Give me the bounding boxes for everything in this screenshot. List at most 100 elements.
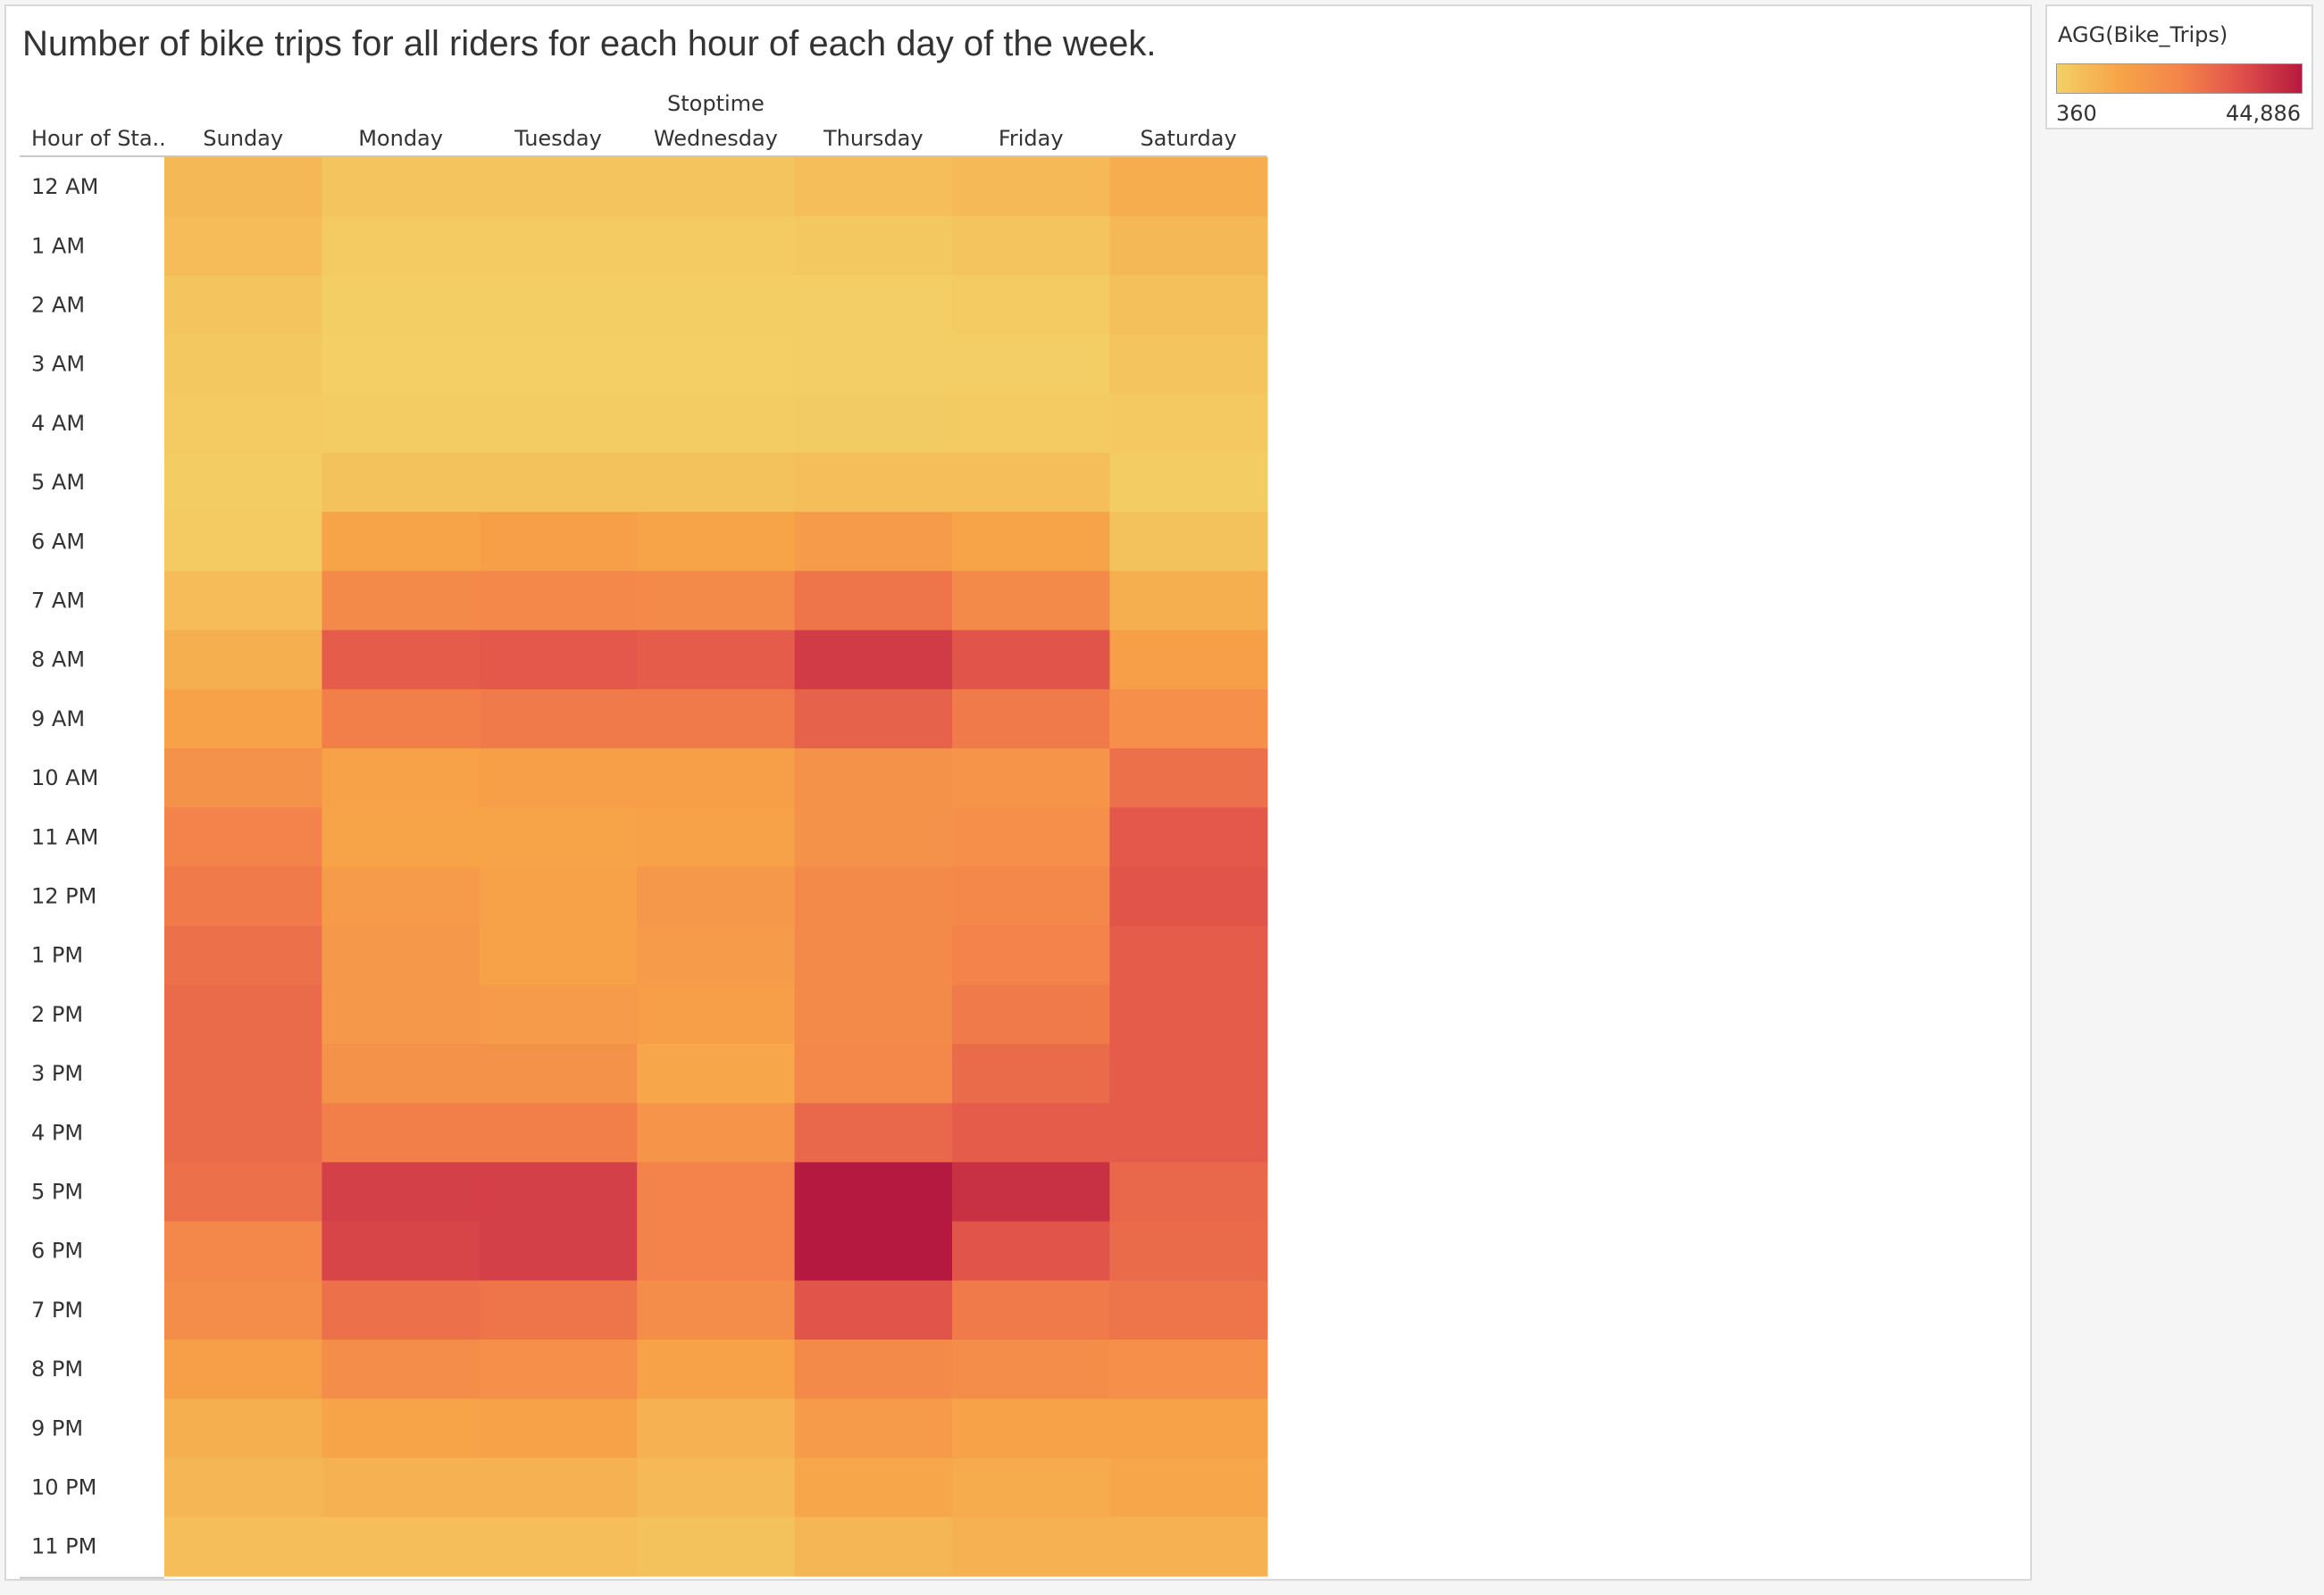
column-label-sunday: Sunday <box>203 126 283 151</box>
heatmap-cell <box>952 1221 1110 1282</box>
heatmap-cell <box>164 512 322 572</box>
heatmap-cell <box>1109 866 1268 927</box>
heatmap-cell <box>1109 1516 1268 1577</box>
heatmap-cell <box>164 157 322 217</box>
heatmap-cell <box>479 1516 638 1577</box>
heatmap-cell <box>164 453 322 513</box>
heatmap-cell <box>794 1457 953 1518</box>
heatmap-cell <box>164 571 322 631</box>
heatmap-cell <box>322 275 481 336</box>
heatmap-cell <box>1109 453 1268 513</box>
heatmap-cell <box>322 630 481 690</box>
heatmap-cell <box>164 1516 322 1577</box>
heatmap-cell <box>794 630 953 690</box>
heatmap-cell <box>794 1399 953 1458</box>
heatmap-cell <box>1109 925 1268 986</box>
heatmap-cell <box>322 689 481 749</box>
heatmap-cell <box>479 1340 638 1399</box>
heatmap-cell <box>952 1457 1110 1518</box>
legend-min-label: 360 <box>2056 101 2097 126</box>
heatmap-cell <box>322 925 481 986</box>
heatmap-cell <box>794 453 953 513</box>
heatmap-cell <box>479 1044 638 1104</box>
heatmap-cell <box>322 216 481 276</box>
heatmap-cell <box>164 748 322 808</box>
column-group-label: Stoptime <box>667 91 765 116</box>
heatmap-cell <box>1109 157 1268 217</box>
heatmap-cell <box>322 984 481 1045</box>
color-legend[interactable]: AGG(Bike_Trips) 360 44,886 <box>2045 4 2313 129</box>
heatmap-cell <box>952 157 1110 217</box>
heatmap-cell <box>164 984 322 1045</box>
row-label-8-pm: 8 PM <box>31 1357 83 1382</box>
row-label-3-am: 3 AM <box>31 352 85 377</box>
heatmap-cell <box>164 393 322 454</box>
row-label-9-am: 9 AM <box>31 706 85 731</box>
heatmap-cell <box>479 1399 638 1458</box>
heatmap-cell <box>479 571 638 631</box>
heatmap-cell <box>952 630 1110 690</box>
row-label-3-pm: 3 PM <box>31 1061 83 1086</box>
heatmap-cell <box>637 512 796 572</box>
heatmap-cell <box>479 1103 638 1163</box>
heatmap-cell <box>322 1516 481 1577</box>
heatmap-cell <box>1109 1044 1268 1104</box>
heatmap-cell <box>322 157 481 217</box>
heatmap-cell <box>322 1221 481 1282</box>
heatmap-cell <box>322 393 481 454</box>
heatmap-cell <box>794 1340 953 1399</box>
heatmap-cell <box>952 1162 1110 1223</box>
heatmap-cell <box>164 275 322 336</box>
heatmap-cell <box>1109 807 1268 867</box>
heatmap-cell <box>794 1221 953 1282</box>
legend-color-ramp <box>2056 63 2303 94</box>
heatmap-cell <box>479 157 638 217</box>
heatmap-cell <box>637 216 796 276</box>
row-label-2-am: 2 AM <box>31 293 85 318</box>
heatmap-cell <box>164 1162 322 1223</box>
row-label-7-pm: 7 PM <box>31 1298 83 1323</box>
heatmap-cell <box>164 866 322 927</box>
heatmap-cell <box>322 334 481 395</box>
heatmap-cell <box>952 512 1110 572</box>
heatmap-cell <box>637 1516 796 1577</box>
heatmap-cell <box>1109 1340 1268 1399</box>
heatmap-cell <box>952 334 1110 395</box>
row-label-12-am: 12 AM <box>31 174 98 199</box>
heatmap-cell <box>479 748 638 808</box>
heatmap-cell <box>637 1457 796 1518</box>
heatmap-cell <box>322 866 481 927</box>
heatmap-cell <box>1109 1280 1268 1340</box>
heatmap-cell <box>322 1280 481 1340</box>
heatmap-cell <box>1109 571 1268 631</box>
heatmap-cell <box>164 925 322 986</box>
heatmap-cell <box>1109 1221 1268 1282</box>
heatmap-cell <box>952 866 1110 927</box>
heatmap-cell <box>637 630 796 690</box>
heatmap-cell <box>637 807 796 867</box>
heatmap-cell <box>479 393 638 454</box>
heatmap-cell <box>637 1162 796 1223</box>
heatmap-cell <box>952 925 1110 986</box>
column-label-thursday: Thursday <box>823 126 924 151</box>
heatmap-cell <box>637 1280 796 1340</box>
heatmap-cell <box>952 984 1110 1045</box>
heatmap-cell <box>952 1044 1110 1104</box>
heatmap-cell <box>322 1457 481 1518</box>
heatmap-cell <box>794 1103 953 1163</box>
heatmap-cell <box>479 1162 638 1223</box>
heatmap-cell <box>952 1340 1110 1399</box>
row-header-label: Hour of Sta.. <box>31 126 166 151</box>
row-label-11-am: 11 AM <box>31 824 98 849</box>
heatmap-cell <box>164 1221 322 1282</box>
heatmap-cell <box>794 334 953 395</box>
heatmap-cell <box>952 748 1110 808</box>
heatmap-cell <box>322 807 481 867</box>
heatmap-cell <box>637 1044 796 1104</box>
heatmap-cell <box>479 689 638 749</box>
heatmap-cell <box>1109 1103 1268 1163</box>
column-label-wednesday: Wednesday <box>654 126 778 151</box>
heatmap-cell <box>794 1280 953 1340</box>
row-label-7-am: 7 AM <box>31 589 85 614</box>
heatmap-cell <box>637 334 796 395</box>
